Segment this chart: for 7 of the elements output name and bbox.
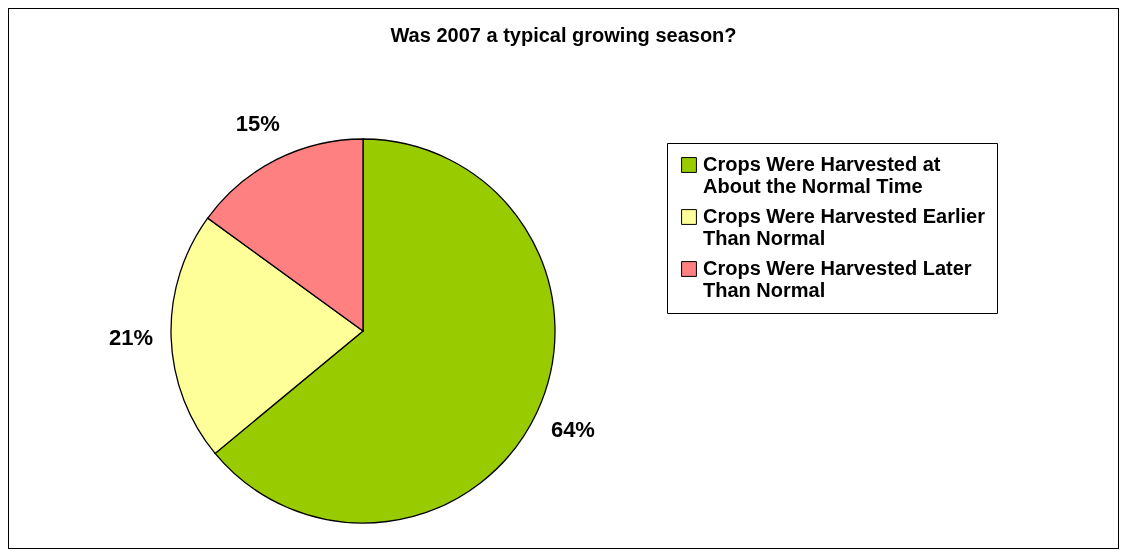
data-label: 15% — [235, 111, 280, 137]
legend-label: Crops Were Harvested Earlier Than Normal — [703, 205, 986, 249]
data-label: 64% — [550, 416, 595, 442]
legend-label: Crops Were Harvested Later Than Normal — [703, 257, 972, 301]
chart-title: Was 2007 a typical growing season? — [390, 24, 737, 46]
legend-label: Crops Were Harvested at About the Normal Time — [703, 153, 941, 197]
data-label: 21% — [109, 325, 154, 351]
